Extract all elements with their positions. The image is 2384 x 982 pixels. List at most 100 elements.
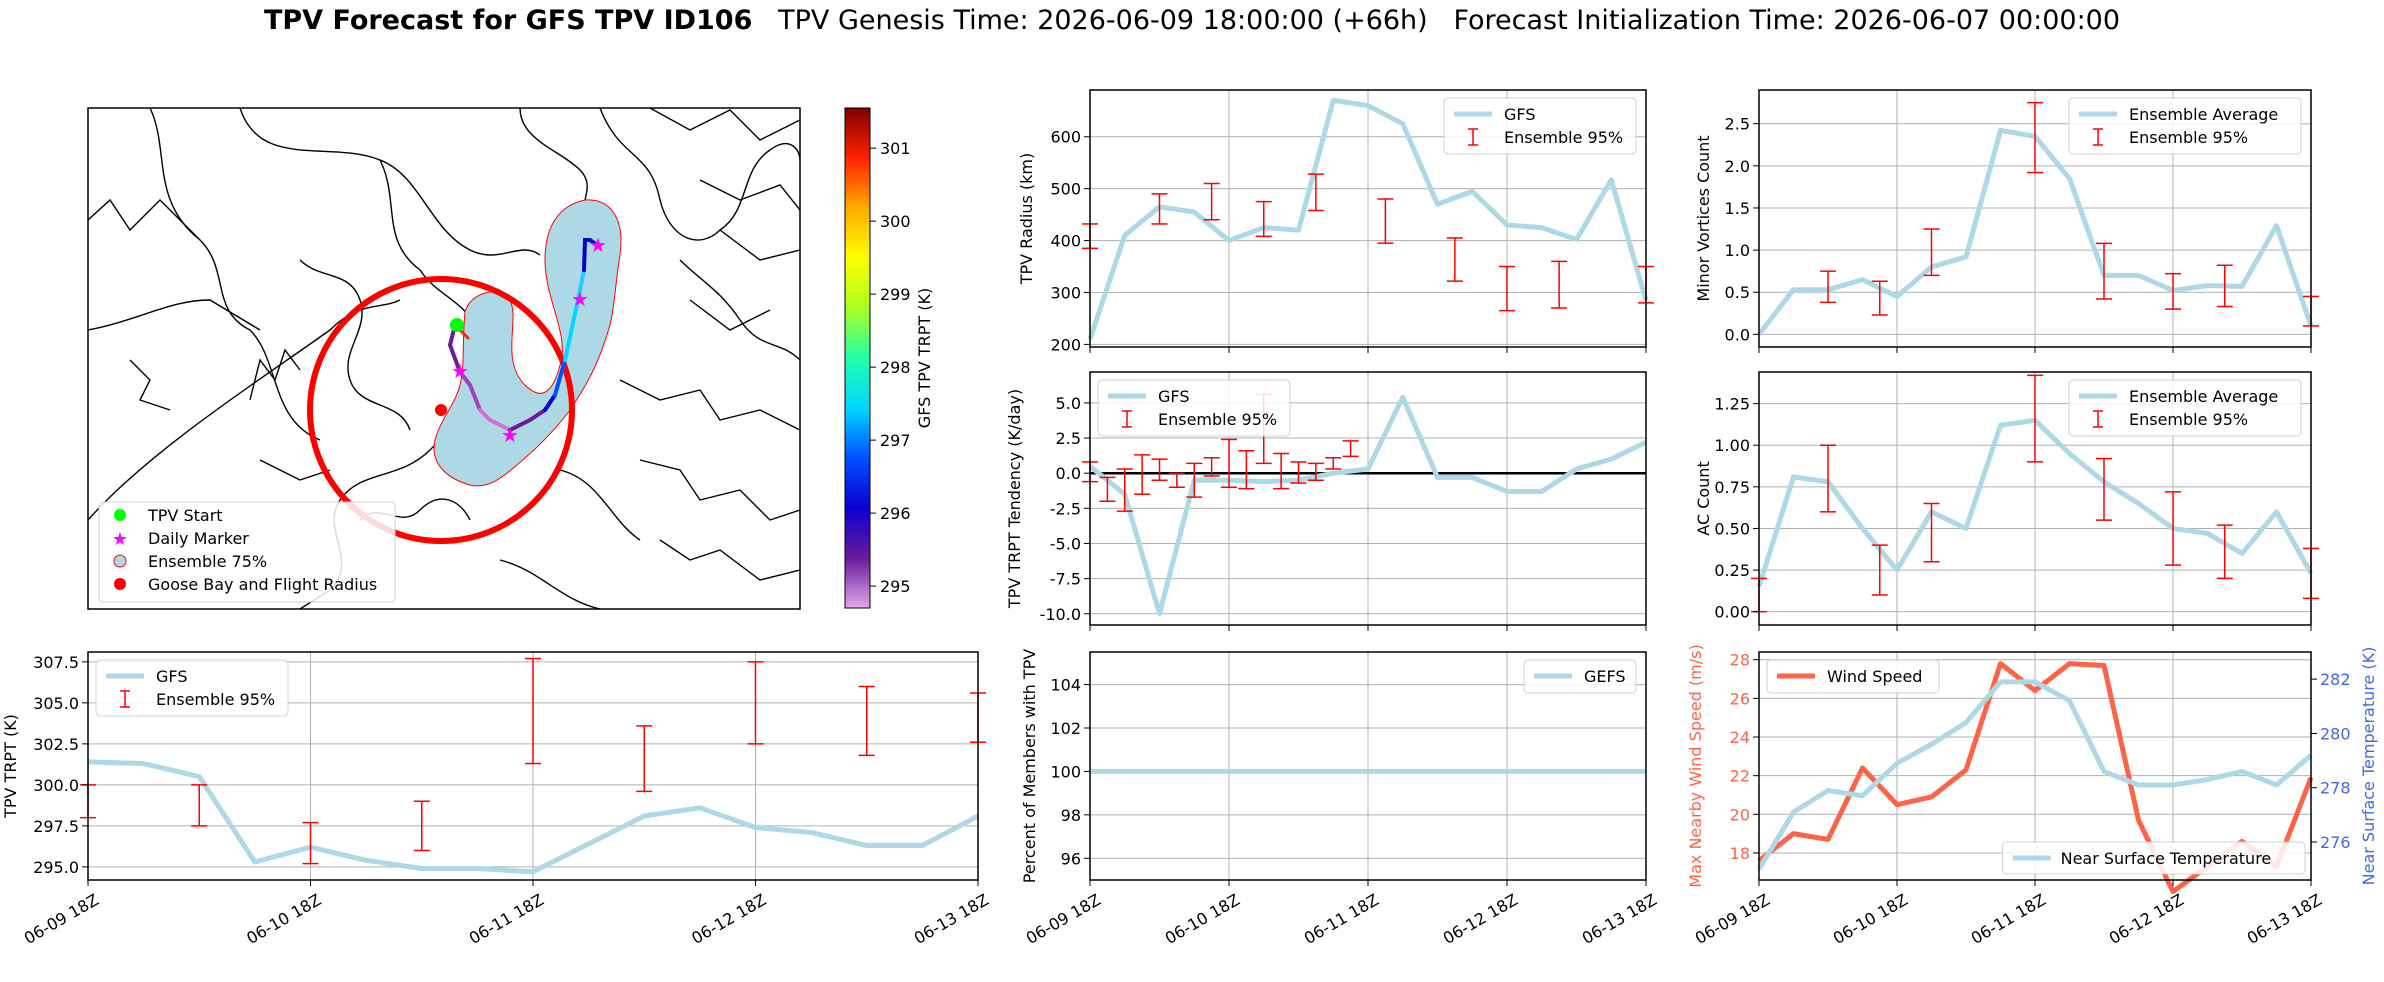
- y-tick-label: 2.0: [1725, 157, 1750, 176]
- legend-daily-marker-label: Daily Marker: [148, 529, 249, 548]
- y-tick-label: 0.00: [1714, 603, 1750, 622]
- ac-count-chart: 0.00 0.25 0.50 0.75 1.00 1.25 AC Count Ensemble…: [1694, 371, 2319, 631]
- legend-ensemble-label: Ensemble 75%: [148, 552, 267, 571]
- y-tick-label: -10.0: [1040, 605, 1081, 624]
- radius-chart: 200 300 400 500 600 TPV Radius (km) GFS Ensembl…: [1017, 89, 1654, 354]
- colorbar: 295 296 297 298 299 300 301 GFS TPV TRPT (K): [844, 107, 934, 609]
- legend2-label: Near Surface Temperature: [2061, 849, 2272, 868]
- legend-daily-marker-icon: ★: [112, 529, 128, 550]
- ensemble-75-area: [433, 199, 622, 487]
- y-tick-label: 20: [1730, 805, 1750, 824]
- y-tick-label: 2.5: [1725, 115, 1750, 134]
- y-tick-label: 295.0: [33, 858, 79, 877]
- y-axis-label: TPV TRPT (K): [1, 714, 20, 819]
- colorbar-tick-label: 301: [880, 139, 911, 158]
- y-tick-label: 600: [1050, 128, 1081, 147]
- y-tick-label: 0.0: [1725, 325, 1750, 344]
- y-tick-label: 100: [1050, 762, 1081, 781]
- goose-bay-flight-radius: [307, 276, 575, 544]
- y-tick-label: 26: [1730, 689, 1750, 708]
- colorbar-tick-label: 296: [880, 504, 911, 523]
- x-tick-label: 06-10 18Z: [243, 890, 324, 948]
- x-tick-label: 06-12 18Z: [1440, 890, 1521, 948]
- y2-tick-label: 282: [2320, 670, 2351, 689]
- x-tick-label: 06-11 18Z: [1968, 890, 2049, 948]
- y-tick-label: 300: [1050, 283, 1081, 302]
- y-tick-label: 302.5: [33, 735, 79, 754]
- colorbar-bar: [844, 107, 871, 609]
- y-tick-label: 18: [1730, 844, 1750, 863]
- x-tick-label: 06-12 18Z: [2106, 890, 2187, 948]
- colorbar-ticks: 295 296 297 298 299 300 301: [870, 139, 911, 596]
- x-tick-label: 06-13 18Z: [911, 890, 992, 948]
- y-tick-label: 1.00: [1714, 436, 1750, 455]
- y-tick-label: 5.0: [1056, 394, 1081, 413]
- daily-marker: ★: [571, 287, 589, 311]
- legend-box: [2068, 379, 2302, 437]
- colorbar-tick-label: 298: [880, 358, 911, 377]
- legend-goose-bay-label: Goose Bay and Flight Radius: [148, 575, 377, 594]
- genesis-time: TPV Genesis Time: 2026-06-09 18:00:00 (+…: [778, 5, 1428, 36]
- legend-label: Ensemble 95%: [2129, 128, 2248, 147]
- x-tick-label: 06-11 18Z: [1301, 890, 1382, 948]
- y-tick-label: 297.5: [33, 817, 79, 836]
- map-panel: ★ ★ ★ ★ TPV Start ★ Daily Marker Ensembl…: [87, 107, 934, 610]
- colorbar-tick-label: 300: [880, 212, 911, 231]
- legend-tpv-start-label: TPV Start: [147, 506, 223, 525]
- legend-ensemble-icon: [113, 554, 127, 568]
- y-tick-label: -2.5: [1050, 499, 1081, 518]
- y-tick-label: 0.75: [1714, 478, 1750, 497]
- map-legend-box: [98, 501, 396, 603]
- legend-box: [2068, 97, 2302, 155]
- y-tick-label: -5.0: [1050, 534, 1081, 553]
- colorbar-tick-label: 295: [880, 577, 911, 596]
- x-tick-label: 06-09 18Z: [1023, 890, 1104, 948]
- figure-title-bold: TPV Forecast for GFS TPV ID106: [263, 5, 753, 36]
- y-axis-label: Minor Vortices Count: [1694, 135, 1713, 301]
- x-tick-label: 06-10 18Z: [1830, 890, 1911, 948]
- daily-marker: ★: [589, 233, 607, 257]
- y-tick-label: 98: [1061, 806, 1081, 825]
- map-legend: TPV Start ★ Daily Marker Ensemble 75% Go…: [98, 501, 396, 603]
- y-tick-label: 200: [1050, 335, 1081, 354]
- daily-markers: ★ ★ ★ ★: [451, 233, 607, 447]
- y-tick-label: 104: [1050, 676, 1081, 695]
- y2-axis-label: Near Surface Temperature (K): [2359, 647, 2378, 886]
- legend-label: Ensemble 95%: [2129, 410, 2248, 429]
- x-tick-label: 06-11 18Z: [466, 890, 547, 948]
- legend-box: [1523, 659, 1637, 694]
- series-line: [1087, 97, 1649, 341]
- legend2-box: [2002, 841, 2306, 875]
- goose-bay-marker: [435, 404, 447, 416]
- x-tick-label: 06-10 18Z: [1162, 890, 1243, 948]
- y-axis-label: TPV TRPT Tendency (K/day): [1005, 389, 1024, 609]
- y2-tick-label: 280: [2320, 724, 2351, 743]
- daily-marker: ★: [501, 423, 519, 447]
- tpv-track: [447, 238, 600, 432]
- series-line: [1756, 679, 2313, 871]
- y-tick-label: 1.25: [1714, 395, 1750, 414]
- y-tick-label: 400: [1050, 232, 1081, 251]
- legend-goose-bay-icon: [114, 578, 126, 590]
- x-tick-label: 06-12 18Z: [688, 890, 769, 948]
- series-line: [1088, 394, 1648, 617]
- y-tick-label: 1.5: [1725, 199, 1750, 218]
- legend-label: Ensemble Average: [2129, 105, 2278, 124]
- y-tick-label: -7.5: [1050, 570, 1081, 589]
- y-tick-label: 307.5: [33, 653, 79, 672]
- legend-tpv-start-icon: [114, 509, 126, 521]
- y2-tick-label: 276: [2320, 833, 2351, 852]
- y-tick-label: 102: [1050, 719, 1081, 738]
- members-chart: 96 98 100 102 104 06-09 18Z 06-10 18Z 06-11 18Z…: [1020, 649, 1660, 948]
- trpt-chart: 295.0 297.5 300.0 302.5 305.0 307.5 06-09 18Z 0…: [1, 651, 992, 948]
- y-tick-label: 96: [1061, 849, 1081, 868]
- legend-label: GFS: [1158, 387, 1189, 406]
- legend-label: GFS: [1504, 105, 1535, 124]
- wind-temp-chart: 18 20 22 24 26 28 276 278 280 282 Near Surface Tem…: [1686, 644, 2378, 948]
- series-line: [87, 759, 980, 875]
- colorbar-tick-label: 299: [880, 285, 911, 304]
- x-tick-label: 06-13 18Z: [2244, 890, 2325, 948]
- y-tick-label: 0.0: [1056, 464, 1081, 483]
